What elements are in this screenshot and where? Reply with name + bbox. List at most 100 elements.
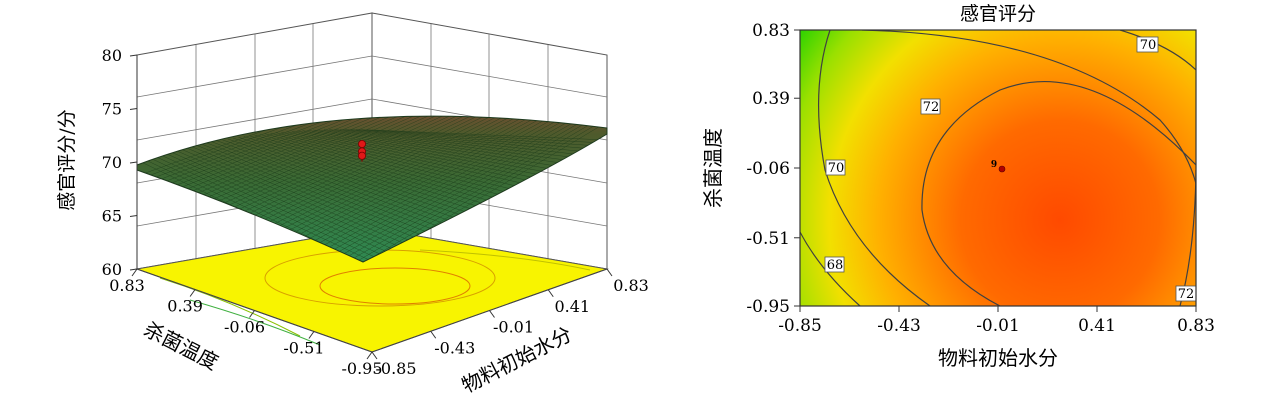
contour-y-tick-label: 0.39 xyxy=(752,89,790,109)
contour-chart-title: 感官评分 xyxy=(960,3,1036,25)
design-points xyxy=(357,139,366,162)
x3d-tick xyxy=(606,268,613,277)
mesh-line xyxy=(323,129,558,167)
mesh-line xyxy=(260,116,501,227)
mesh-line xyxy=(162,116,399,187)
contour-x-tick-label: 0.41 xyxy=(1078,316,1116,336)
contour-label-70-left: 70 xyxy=(828,161,845,176)
mesh-line xyxy=(254,134,486,205)
y3d-tick xyxy=(189,289,196,297)
mesh-line xyxy=(147,116,383,181)
response-surface xyxy=(136,115,608,263)
contour-y-tick-label: -0.06 xyxy=(746,159,790,179)
contour-label-70-top: 70 xyxy=(1140,38,1157,53)
mesh-line xyxy=(152,116,389,183)
y-axis-title: 杀菌温度 xyxy=(140,317,222,375)
mesh-line xyxy=(244,116,485,221)
mesh-line xyxy=(233,137,463,216)
x3d-tick xyxy=(547,289,554,298)
mesh-line xyxy=(168,150,397,251)
z-axis: 60 65 70 75 80 xyxy=(102,46,138,279)
contour-label-72-left: 72 xyxy=(923,100,940,115)
mesh-line xyxy=(286,131,519,187)
mesh-line xyxy=(280,116,522,235)
mesh-line xyxy=(355,129,591,149)
mesh-line xyxy=(366,129,602,144)
contour-x-tick-label: -0.85 xyxy=(778,316,822,336)
z-tick xyxy=(129,54,138,57)
mesh-line xyxy=(313,129,547,173)
mesh-line xyxy=(357,121,602,262)
mesh-line xyxy=(195,144,425,237)
x3d-tick-label: 0.41 xyxy=(554,297,590,316)
z-tick-label: 75 xyxy=(102,100,122,119)
mesh-line xyxy=(208,116,447,206)
contour-level-labels: 70 72 70 68 72 xyxy=(824,36,1197,302)
mesh-line xyxy=(332,117,576,256)
mesh-line xyxy=(174,149,402,248)
contour-line-70 xyxy=(817,30,1196,306)
mesh-line xyxy=(157,116,394,185)
mesh-line xyxy=(265,133,497,199)
mesh-line xyxy=(255,116,495,225)
x3d-tick-label: -0.85 xyxy=(375,359,416,378)
mesh-line xyxy=(318,129,552,170)
contour-x-tick-label: 0.83 xyxy=(1177,316,1215,336)
mesh-line xyxy=(275,116,517,233)
z-axis-title: 感官评分/分 xyxy=(56,109,78,210)
y3d-tick-label: -0.51 xyxy=(283,338,324,357)
mesh-line xyxy=(222,139,452,222)
mesh-line xyxy=(334,129,569,161)
y3d-tick xyxy=(249,310,255,318)
mesh-line xyxy=(213,116,453,208)
contour-y-axis-title: 杀菌温度 xyxy=(701,128,725,208)
y3d-tick-label: 0.39 xyxy=(167,297,203,316)
contour-label-72-bottom: 72 xyxy=(1178,287,1195,302)
mesh-line xyxy=(352,120,597,262)
y3d-tick-label: -0.06 xyxy=(224,318,265,337)
mesh-line xyxy=(342,119,586,260)
mesh-line xyxy=(321,116,565,252)
mesh-line xyxy=(167,116,405,189)
mesh-line xyxy=(198,116,437,202)
z-tick-label: 70 xyxy=(102,153,122,172)
mesh-line xyxy=(311,116,554,248)
z-tick-label: 65 xyxy=(102,207,122,226)
mesh-line xyxy=(301,116,544,244)
z-tick xyxy=(129,108,138,110)
mesh-line xyxy=(203,116,442,204)
x-axis-3d: -0.85 -0.43 -0.01 0.41 0.83 xyxy=(371,268,649,378)
mesh-line xyxy=(270,116,511,231)
mesh-line xyxy=(329,129,563,164)
z-tick xyxy=(129,215,138,217)
mesh-line xyxy=(281,131,513,190)
contour-line-72 xyxy=(861,30,1196,187)
surface-mesh xyxy=(137,116,607,262)
mesh-line xyxy=(239,116,479,219)
mesh-line xyxy=(227,138,458,219)
mesh-line xyxy=(206,142,436,231)
contour-y-tick-label: -0.95 xyxy=(746,297,790,317)
mesh-line xyxy=(306,116,549,246)
contour-chart: 感官评分 70 72 70 68 72 9 -0.85 -0.43 -0.01 0.4… xyxy=(701,3,1215,370)
mesh-line xyxy=(172,116,410,191)
mesh-line xyxy=(350,129,585,152)
x3d-tick xyxy=(430,330,437,339)
x3d-tick-label: -0.01 xyxy=(493,318,534,337)
mesh-line xyxy=(345,129,580,155)
mesh-line xyxy=(163,152,391,254)
mesh-line xyxy=(142,158,369,262)
mesh-line xyxy=(291,131,524,184)
mesh-line xyxy=(326,117,570,254)
y3d-tick xyxy=(308,331,315,339)
mesh-line xyxy=(184,147,413,243)
mesh-line xyxy=(249,116,490,223)
x3d-tick-label: 0.83 xyxy=(613,276,649,295)
y3d-tick xyxy=(366,351,373,360)
contour-design-point xyxy=(998,165,1006,173)
mesh-line xyxy=(224,116,463,212)
mesh-line xyxy=(259,134,491,202)
